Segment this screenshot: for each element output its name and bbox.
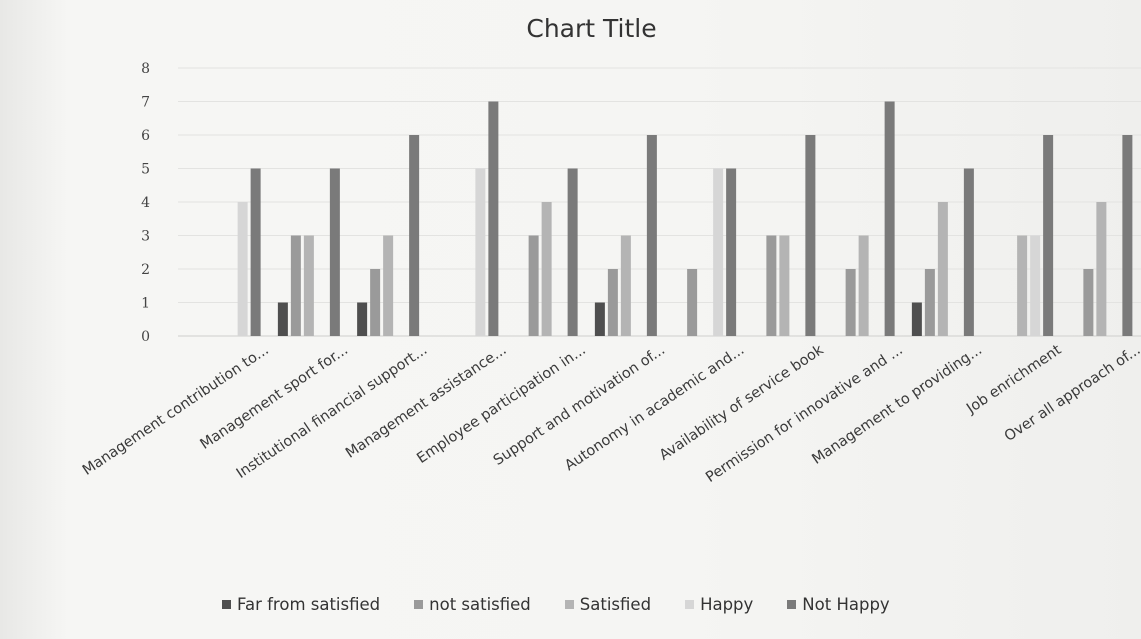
legend-label: Happy [700,595,754,614]
bar [303,235,314,336]
y-tick-label: 0 [141,329,150,345]
y-tick-label: 1 [141,296,150,312]
legend-swatch [564,600,574,609]
bar [594,302,605,336]
bar [250,168,261,336]
x-category-label: Management sport for... [198,342,352,453]
bar [541,202,552,336]
x-category-label: Management assistance... [343,342,510,462]
bar [567,168,578,336]
legend-label: not satisfied [429,595,531,614]
bar [884,101,895,336]
legend-swatch [685,600,695,609]
bar [370,269,381,336]
y-tick-label: 4 [141,195,150,211]
bar [1017,235,1028,336]
legend-item: not satisfied [414,595,531,614]
legend-item: Not Happy [787,595,890,614]
legend-label: Far from satisfied [237,595,381,614]
legend-label: Not Happy [802,595,890,614]
chart-title: Chart Title [526,14,657,43]
legend-swatch [787,600,797,609]
legend-label: Satisfied [579,595,652,614]
legend-swatch [414,600,424,609]
y-tick-label: 2 [141,262,150,278]
chart-legend: Far from satisfied not satisfied Satisfied… [222,595,890,614]
bar [488,101,499,336]
bar [409,135,420,336]
bar [1043,135,1054,336]
bar [1030,235,1041,336]
bar [924,269,935,336]
legend-item: Satisfied [564,595,652,614]
y-tick-label: 7 [141,95,150,111]
y-tick-label: 8 [141,61,150,77]
legend-swatch [222,600,231,609]
y-tick-label: 6 [141,128,150,144]
bar [963,168,974,336]
bar [329,168,340,336]
bar [290,235,301,336]
bar [620,235,631,336]
bar [726,168,737,336]
bar [805,135,816,336]
bar [1083,269,1094,336]
bar [845,269,856,336]
bar [646,135,657,336]
bar [277,302,288,336]
bar [475,168,486,336]
y-tick-label: 5 [141,162,150,178]
x-category-label: Over all approach of... [1002,342,1141,445]
bar [1122,135,1133,336]
bar [911,302,922,336]
bar [383,235,394,336]
legend-item: Happy [685,595,753,614]
legend-item: Far from satisfied [222,595,380,614]
bar [937,202,948,336]
bar [528,235,539,336]
y-tick-label: 3 [141,229,150,245]
bar [1096,202,1107,336]
bar [713,168,724,336]
bar [858,235,869,336]
bar [357,302,368,336]
bar [779,235,790,336]
bar [687,269,698,336]
bar [237,202,248,336]
bar [607,269,618,336]
bar [766,235,777,336]
